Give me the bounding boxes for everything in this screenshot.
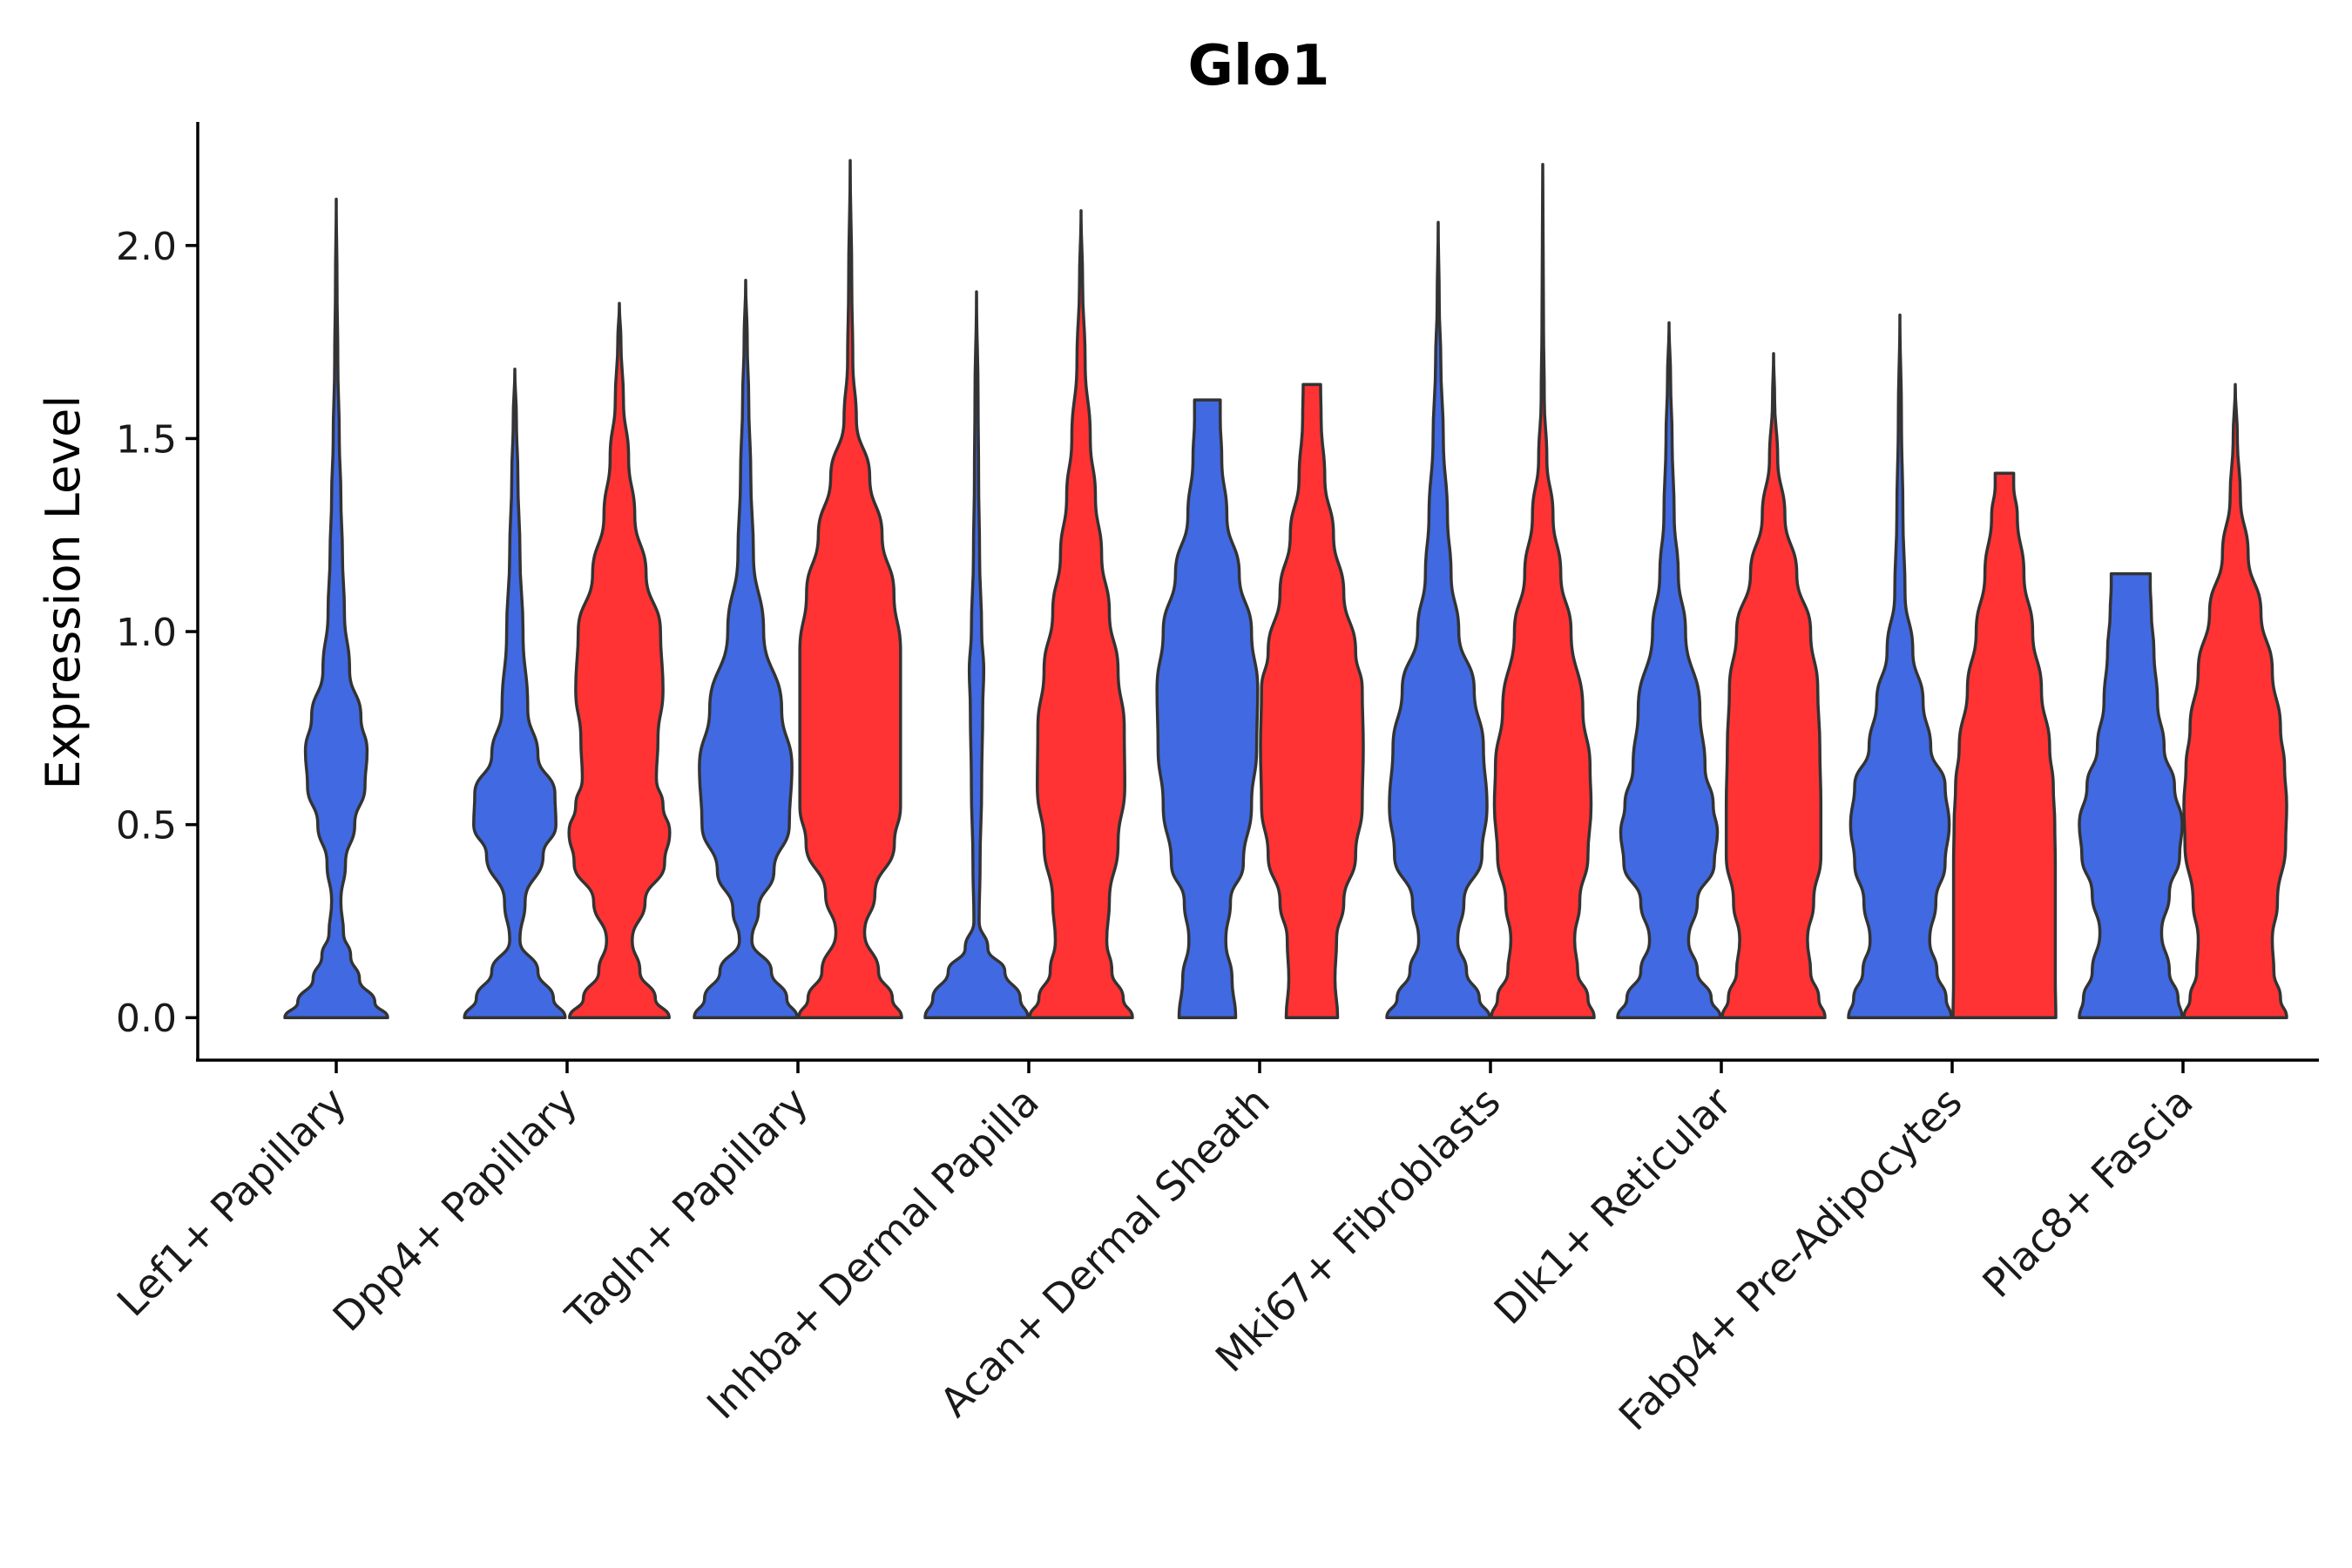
- violin-group-red: [797, 159, 903, 1019]
- violin-layer: [283, 159, 2288, 1019]
- violin-group-blue: [1847, 313, 1953, 1019]
- y-tick-label: 1.0: [116, 611, 177, 655]
- violin-group-blue: [2078, 571, 2184, 1019]
- y-tick-label: 1.5: [116, 417, 177, 462]
- y-axis-label: Expression Level: [36, 395, 91, 790]
- chart-title: Glo1: [1188, 34, 1330, 98]
- x-tick-label: Tagln+ Papillary: [556, 1078, 817, 1340]
- x-tick-label: Plac8+ Fascia: [1973, 1078, 2201, 1307]
- y-tick-label: 2.0: [116, 225, 177, 269]
- violin-group-red: [1028, 209, 1134, 1019]
- y-tick-label: 0.5: [116, 804, 177, 848]
- violin-group-red: [1490, 163, 1596, 1019]
- violin-group-blue: [463, 367, 567, 1019]
- violin-group-blue: [1616, 321, 1722, 1019]
- violin-group-blue: [1155, 398, 1260, 1019]
- violin-group-red: [1720, 352, 1827, 1019]
- y-tick-label: 0.0: [116, 997, 177, 1041]
- x-tick-label: Dpp4+ Papillary: [324, 1078, 586, 1341]
- violin-group-red: [1259, 382, 1365, 1019]
- violin-group-red: [1951, 471, 2058, 1019]
- violin-group-blue: [693, 278, 799, 1019]
- violin-group-blue: [1385, 220, 1491, 1019]
- x-tick-label: Dlk1+ Reticular: [1485, 1078, 1740, 1334]
- violin-group-blue: [923, 290, 1030, 1019]
- violin-group-blue: [283, 197, 389, 1019]
- y-ticks: 0.0 0.5 1.0 1.5 2.0: [116, 225, 198, 1041]
- x-tick-label: Lef1+ Papillary: [108, 1078, 355, 1326]
- violin-group-red: [2182, 382, 2288, 1019]
- violin-group-red: [567, 301, 672, 1019]
